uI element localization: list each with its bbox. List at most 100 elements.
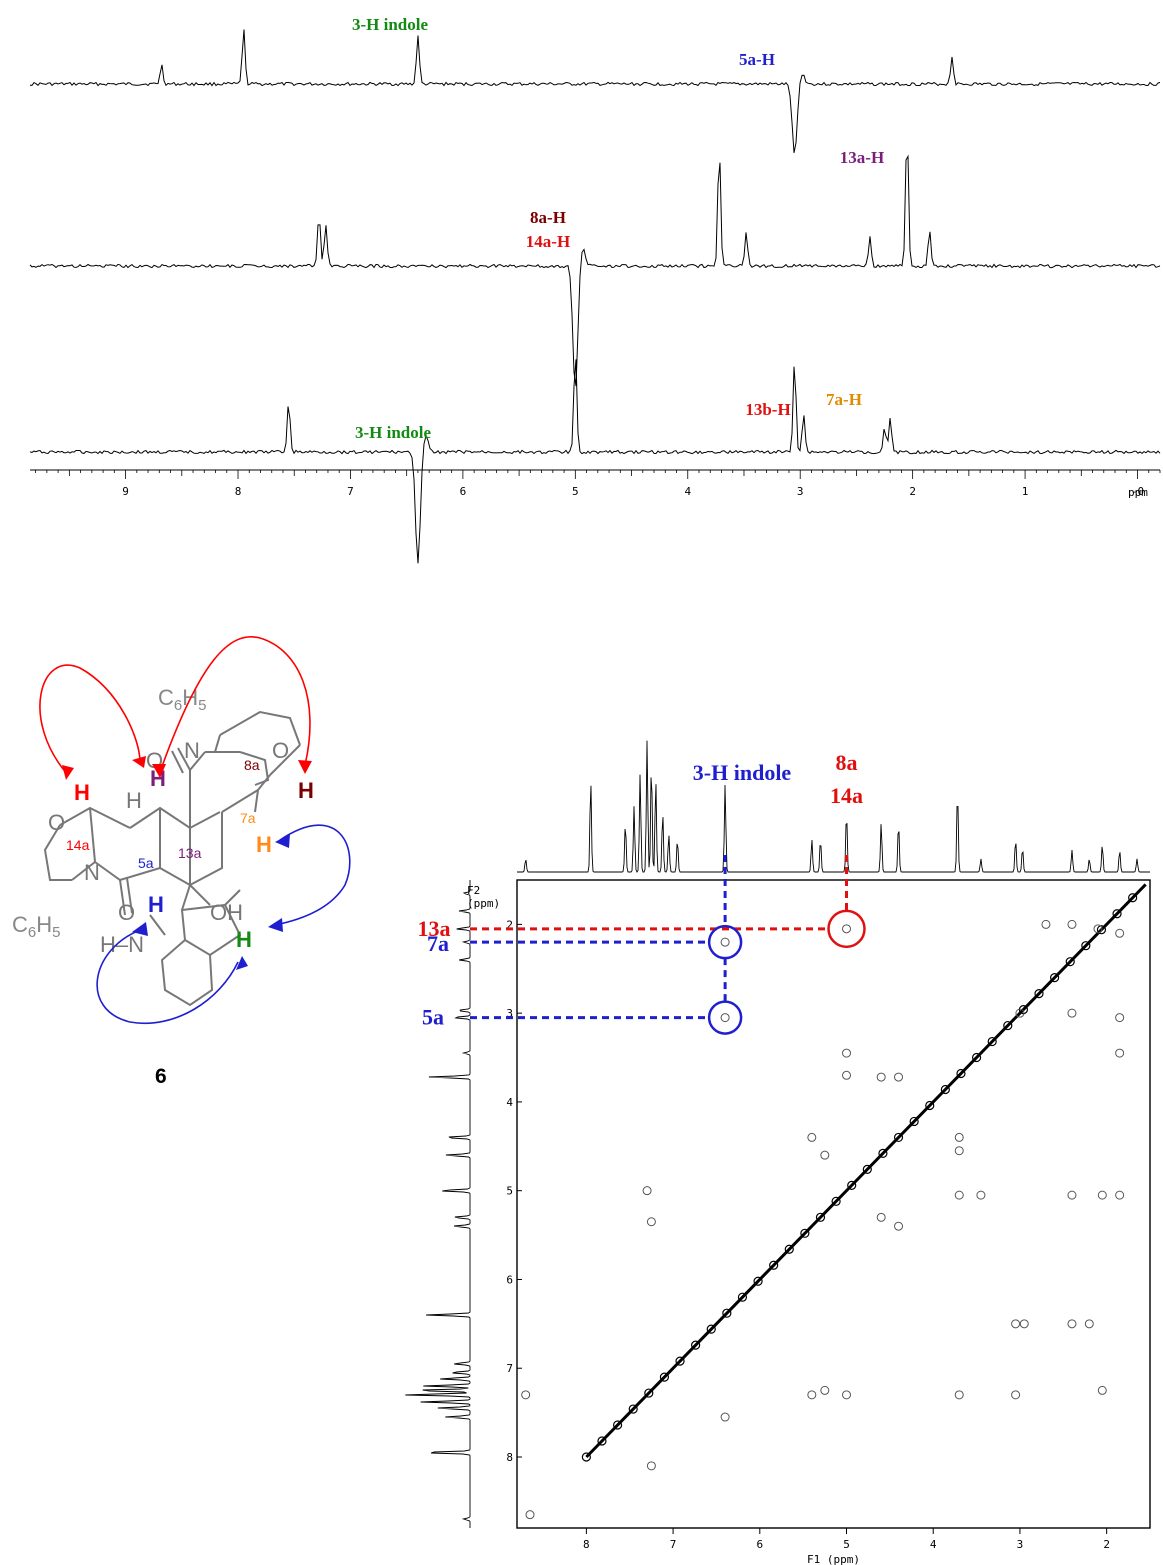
ppm-tick-label: 5 <box>572 485 579 498</box>
noe-arrows <box>39 636 351 1025</box>
noe-trace-3 <box>29 359 1161 564</box>
cross-peak <box>1067 1008 1077 1018</box>
cross-peak <box>1115 928 1125 938</box>
compound-number: 6 <box>155 1065 167 1088</box>
noe-trace-2 <box>29 154 1161 387</box>
diagonal-peak <box>815 1212 826 1222</box>
diagonal-peak <box>597 1436 607 1446</box>
diagonal-peak <box>644 1388 654 1398</box>
noesy-label-5a: 5a <box>422 1005 444 1030</box>
noe-arrowheads <box>62 756 312 970</box>
cross-peak <box>807 1390 817 1400</box>
diagonal-peak <box>612 1420 623 1430</box>
phenyl-bottom-label: C6H5 <box>12 912 60 941</box>
oxazolidine-o-top: O <box>272 738 289 763</box>
noesy-top-projection <box>517 740 1150 873</box>
noe-label-3-1: 3-H indole <box>355 423 431 442</box>
diagonal-peak <box>909 1116 919 1127</box>
h-grey-label: H <box>126 788 142 813</box>
amide-n-left: N <box>84 860 100 885</box>
cross-peak <box>1115 1048 1125 1058</box>
f2-axis-label-2: (ppm) <box>467 897 500 910</box>
diagonal-peak <box>691 1340 701 1350</box>
ppm-axis-unit: ppm <box>1128 486 1148 499</box>
cross-peak <box>642 1186 652 1196</box>
highlight-5a <box>707 1000 743 1035</box>
diagonal-peak <box>1065 957 1075 967</box>
diagonal-peak <box>971 1052 982 1063</box>
noe-label-2-1: 8a-H <box>530 208 566 227</box>
f2-tick-label: 3 <box>506 1007 513 1020</box>
noesy-left-projection <box>405 880 471 1528</box>
oxazolidine-o-left: O <box>48 810 65 835</box>
cross-peak <box>954 1190 964 1200</box>
ppm-tick-label: 4 <box>684 485 691 498</box>
cross-peak <box>954 1146 964 1156</box>
cross-peak <box>976 1190 986 1200</box>
cross-peak <box>720 937 730 947</box>
diagonal-peak <box>659 1372 670 1382</box>
h-5a: H <box>148 892 164 917</box>
ppm-tick-label: -0 <box>1131 485 1144 498</box>
cross-peak <box>521 1390 531 1400</box>
ppm-tick-label: 7 <box>347 485 354 498</box>
ppm-tick-label: 3 <box>797 485 804 498</box>
h-8a: H <box>298 778 314 803</box>
diagonal-peak <box>628 1404 638 1414</box>
diagonal-peak <box>737 1292 748 1302</box>
f2-tick-label: 5 <box>506 1185 513 1198</box>
phenyl-top-label: C6H5 <box>158 685 206 714</box>
f2-tick-label: 4 <box>506 1096 513 1109</box>
diagonal-peak <box>893 1132 904 1143</box>
f2-tick-label: 7 <box>506 1362 513 1375</box>
noesy-diagonal <box>585 883 1147 1459</box>
diagonal-peak <box>956 1068 966 1079</box>
cross-peak <box>1019 1319 1029 1329</box>
f1-tick-label: 7 <box>670 1538 677 1551</box>
cross-peak <box>1011 1390 1021 1400</box>
diagonal-peak <box>847 1180 857 1190</box>
cross-peak <box>842 1048 852 1058</box>
diagonal-peak <box>706 1324 716 1334</box>
cross-peak <box>842 1070 852 1080</box>
highlight-7a <box>707 924 743 960</box>
cross-peak <box>842 924 852 934</box>
ppm-tick-label: 9 <box>122 485 129 498</box>
f2-axis-label-1: F2 <box>467 884 480 897</box>
diagonal-peak <box>769 1260 779 1270</box>
diagonal-peak <box>831 1196 841 1206</box>
noesy-label-indole: 3-H indole <box>693 760 792 785</box>
diagonal-peak <box>1003 1020 1013 1031</box>
diagonal-peak <box>753 1276 763 1286</box>
cross-peak <box>820 1385 830 1395</box>
label-14a: 14a <box>66 837 90 853</box>
cross-peak <box>1015 1008 1025 1018</box>
diagonal-peak <box>581 1452 591 1462</box>
indole-nh-label: H–N <box>100 932 144 957</box>
ppm-tick-label: 1 <box>1022 485 1029 498</box>
ppm-tick-label: 6 <box>460 485 467 498</box>
diagonal-peak <box>862 1164 872 1174</box>
diagonal-peak <box>1128 893 1138 903</box>
cross-peak <box>894 1072 904 1082</box>
noesy-label-14a: 14a <box>830 783 863 808</box>
diagonal-peak <box>1034 989 1044 999</box>
cross-peak <box>876 1072 886 1082</box>
diagonal-peak <box>675 1356 685 1366</box>
h-14a: H <box>74 780 90 805</box>
cross-peak <box>1097 1385 1107 1395</box>
cross-peak <box>1067 919 1077 929</box>
cross-peak <box>1097 1190 1107 1200</box>
molecule-bonds <box>43 710 301 1007</box>
cross-peak <box>1115 1190 1125 1200</box>
f1-tick-label: 8 <box>583 1538 590 1551</box>
cross-peak <box>1041 919 1051 929</box>
label-7a: 7a <box>240 810 256 826</box>
diagonal-peak <box>1096 925 1107 935</box>
f1-tick-label: 6 <box>756 1538 763 1551</box>
noesy-label-7a: 7a <box>427 931 449 956</box>
cross-peak <box>720 1412 730 1422</box>
h-7a: H <box>256 832 272 857</box>
cross-peak <box>646 1461 656 1471</box>
cross-peak <box>807 1132 817 1142</box>
